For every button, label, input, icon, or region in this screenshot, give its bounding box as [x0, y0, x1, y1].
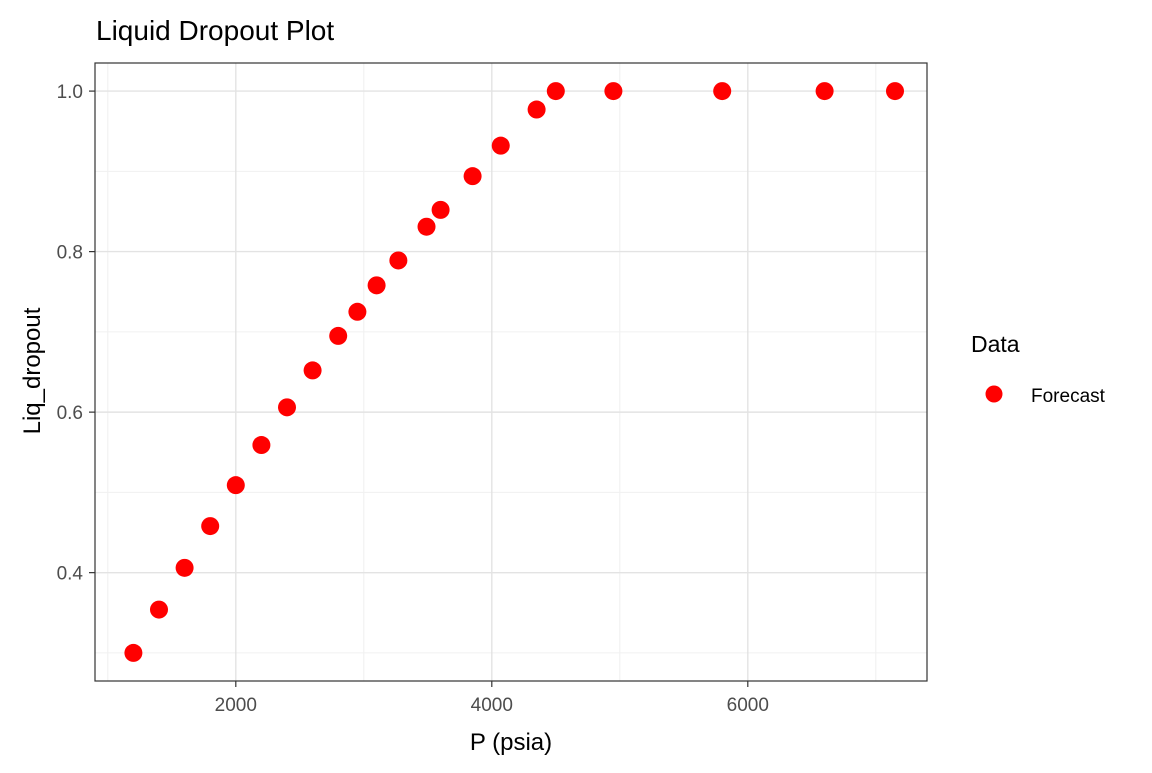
y-tick-label: 0.6: [57, 403, 83, 424]
x-tick-label: 6000: [727, 695, 769, 716]
data-point: [546, 82, 565, 101]
data-point: [278, 398, 296, 417]
data-point: [150, 600, 168, 619]
data-point: [348, 302, 367, 321]
x-axis-label: P (psia): [470, 729, 552, 756]
grid-layer: [95, 63, 927, 681]
data-point: [815, 82, 834, 101]
data-point: [367, 276, 386, 295]
y-tick-label: 0.8: [57, 243, 83, 264]
legend: Data Forecast: [971, 331, 1106, 407]
data-point: [329, 326, 348, 345]
y-tick-label: 0.4: [57, 564, 84, 585]
data-point: [252, 436, 271, 455]
data-point: [463, 167, 482, 186]
data-point: [175, 558, 194, 577]
legend-key-forecast: [985, 385, 1003, 403]
y-tick-label: 1.0: [57, 82, 83, 103]
legend-label-forecast: Forecast: [1031, 386, 1106, 407]
data-point: [303, 361, 322, 380]
data-point: [431, 200, 450, 219]
data-point: [389, 251, 408, 270]
data-point: [226, 476, 245, 495]
data-point: [713, 82, 732, 101]
x-tick-label: 4000: [471, 695, 513, 716]
panel-border: [94, 62, 928, 682]
chart-title: Liquid Dropout Plot: [96, 15, 334, 46]
data-point: [417, 217, 436, 236]
data-point: [124, 643, 143, 662]
data-point: [886, 82, 904, 101]
points-layer: [124, 82, 904, 662]
legend-title: Data: [971, 331, 1020, 357]
data-point: [604, 82, 623, 101]
data-point: [491, 136, 510, 155]
axis-layer: 2000 4000 6000 0.4 0.6 0.8 1.0: [57, 82, 769, 716]
y-axis-label: Liq_dropout: [19, 307, 46, 434]
x-tick-label: 2000: [215, 695, 257, 716]
data-point: [527, 100, 546, 119]
data-point: [201, 517, 220, 536]
